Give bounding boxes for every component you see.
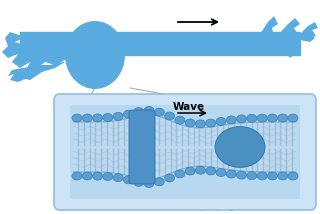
Ellipse shape: [82, 114, 92, 122]
Ellipse shape: [65, 21, 125, 89]
Ellipse shape: [113, 174, 123, 182]
Ellipse shape: [124, 110, 133, 118]
Ellipse shape: [72, 114, 82, 122]
Ellipse shape: [257, 114, 267, 122]
Ellipse shape: [82, 172, 92, 180]
Polygon shape: [20, 62, 65, 80]
Ellipse shape: [288, 114, 298, 122]
Ellipse shape: [164, 174, 175, 182]
Polygon shape: [280, 18, 300, 36]
Ellipse shape: [92, 172, 103, 180]
Ellipse shape: [196, 120, 205, 128]
Ellipse shape: [216, 168, 226, 177]
Ellipse shape: [103, 113, 113, 122]
Ellipse shape: [226, 116, 236, 124]
Ellipse shape: [216, 117, 226, 125]
Ellipse shape: [113, 112, 123, 120]
Ellipse shape: [103, 172, 113, 181]
Ellipse shape: [247, 172, 257, 180]
Ellipse shape: [154, 178, 164, 186]
FancyBboxPatch shape: [54, 94, 316, 210]
Ellipse shape: [175, 170, 185, 178]
Ellipse shape: [134, 178, 144, 186]
FancyBboxPatch shape: [70, 105, 300, 199]
Ellipse shape: [278, 114, 288, 122]
Ellipse shape: [278, 172, 288, 180]
Ellipse shape: [215, 126, 265, 167]
Ellipse shape: [236, 171, 247, 179]
Ellipse shape: [206, 119, 216, 127]
Ellipse shape: [72, 172, 82, 180]
Polygon shape: [8, 67, 40, 82]
Polygon shape: [300, 22, 318, 38]
Ellipse shape: [144, 107, 154, 114]
Ellipse shape: [124, 176, 133, 184]
Ellipse shape: [226, 170, 236, 178]
Ellipse shape: [185, 167, 195, 175]
Ellipse shape: [268, 172, 277, 180]
Ellipse shape: [164, 112, 175, 120]
Ellipse shape: [144, 180, 154, 187]
Ellipse shape: [175, 116, 185, 124]
Polygon shape: [2, 32, 95, 72]
Ellipse shape: [92, 114, 103, 122]
Ellipse shape: [268, 114, 277, 122]
Text: “2D” intramembrane sound propagation: “2D” intramembrane sound propagation: [61, 201, 259, 211]
Polygon shape: [130, 32, 315, 42]
Ellipse shape: [134, 108, 144, 116]
Ellipse shape: [154, 108, 164, 116]
Ellipse shape: [257, 172, 267, 180]
Ellipse shape: [196, 166, 205, 174]
Text: Wave: Wave: [173, 102, 205, 112]
Ellipse shape: [185, 119, 195, 127]
Ellipse shape: [247, 114, 257, 122]
Ellipse shape: [206, 167, 216, 175]
Polygon shape: [260, 16, 278, 38]
Ellipse shape: [236, 115, 247, 123]
Polygon shape: [280, 42, 295, 58]
Ellipse shape: [288, 172, 298, 180]
FancyBboxPatch shape: [129, 110, 155, 184]
